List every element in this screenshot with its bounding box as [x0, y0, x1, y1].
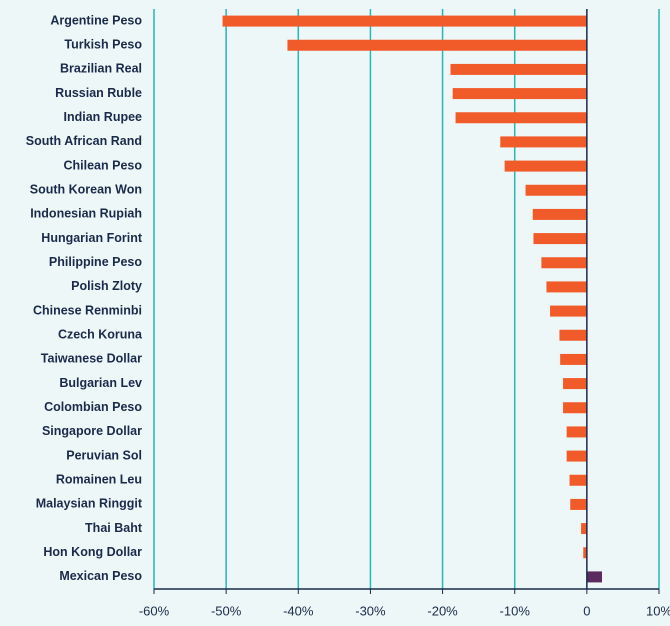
bar — [583, 547, 587, 559]
y-tick-label: Bulgarian Lev — [59, 376, 142, 390]
bar — [560, 353, 587, 365]
y-tick-label: Russian Ruble — [55, 86, 142, 100]
y-tick-label: Chilean Peso — [64, 158, 143, 172]
bar — [525, 184, 587, 196]
x-tick-label: -60% — [139, 603, 170, 618]
x-tick-label: -30% — [355, 603, 386, 618]
bar — [504, 160, 587, 172]
bar — [533, 233, 587, 245]
bar — [541, 257, 587, 269]
bar — [452, 88, 587, 100]
bar — [559, 329, 587, 341]
x-tick-label: 10% — [646, 603, 670, 618]
bar — [566, 426, 587, 438]
bar — [450, 63, 587, 75]
y-tick-label: Brazilian Real — [60, 62, 142, 76]
x-tick-label: -10% — [500, 603, 531, 618]
x-tick-label: -20% — [427, 603, 458, 618]
bar — [566, 450, 587, 462]
bar — [287, 39, 587, 51]
y-tick-label: Hungarian Forint — [41, 231, 143, 245]
bar — [569, 474, 587, 486]
y-tick-label: Czech Koruna — [58, 328, 143, 342]
y-tick-label: Romainen Leu — [56, 473, 142, 487]
bar — [455, 112, 587, 124]
bar — [570, 498, 587, 510]
bar — [546, 281, 587, 293]
y-tick-label: Chinese Renminbi — [33, 303, 142, 317]
x-tick-label: -40% — [283, 603, 314, 618]
y-tick-label: Malaysian Ringgit — [36, 497, 143, 511]
y-tick-label: Indonesian Rupiah — [30, 207, 142, 221]
y-tick-label: Turkish Peso — [64, 38, 142, 52]
bar — [532, 208, 587, 220]
y-tick-label: Argentine Peso — [50, 13, 142, 27]
bar — [563, 402, 587, 414]
y-tick-label: Thai Baht — [85, 521, 143, 535]
x-tick-label: 0 — [583, 603, 590, 618]
bar — [586, 571, 603, 583]
bar — [500, 136, 587, 148]
bar — [563, 378, 587, 390]
y-tick-label: Philippine Peso — [49, 255, 142, 269]
bar — [581, 523, 587, 535]
y-tick-label: Indian Rupee — [64, 110, 143, 124]
y-tick-label: Singapore Dollar — [42, 424, 142, 438]
y-tick-label: Mexican Peso — [59, 569, 142, 583]
y-tick-label: South African Rand — [26, 134, 142, 148]
x-tick-label: -50% — [211, 603, 242, 618]
y-tick-label: South Korean Won — [30, 183, 142, 197]
y-tick-label: Peruvian Sol — [66, 448, 142, 462]
y-tick-label: Hon Kong Dollar — [43, 545, 142, 559]
y-tick-label: Colombian Peso — [44, 400, 142, 414]
bar — [222, 15, 587, 27]
y-tick-label: Polish Zloty — [71, 279, 142, 293]
y-tick-label: Taiwanese Dollar — [41, 352, 142, 366]
bar — [550, 305, 587, 317]
